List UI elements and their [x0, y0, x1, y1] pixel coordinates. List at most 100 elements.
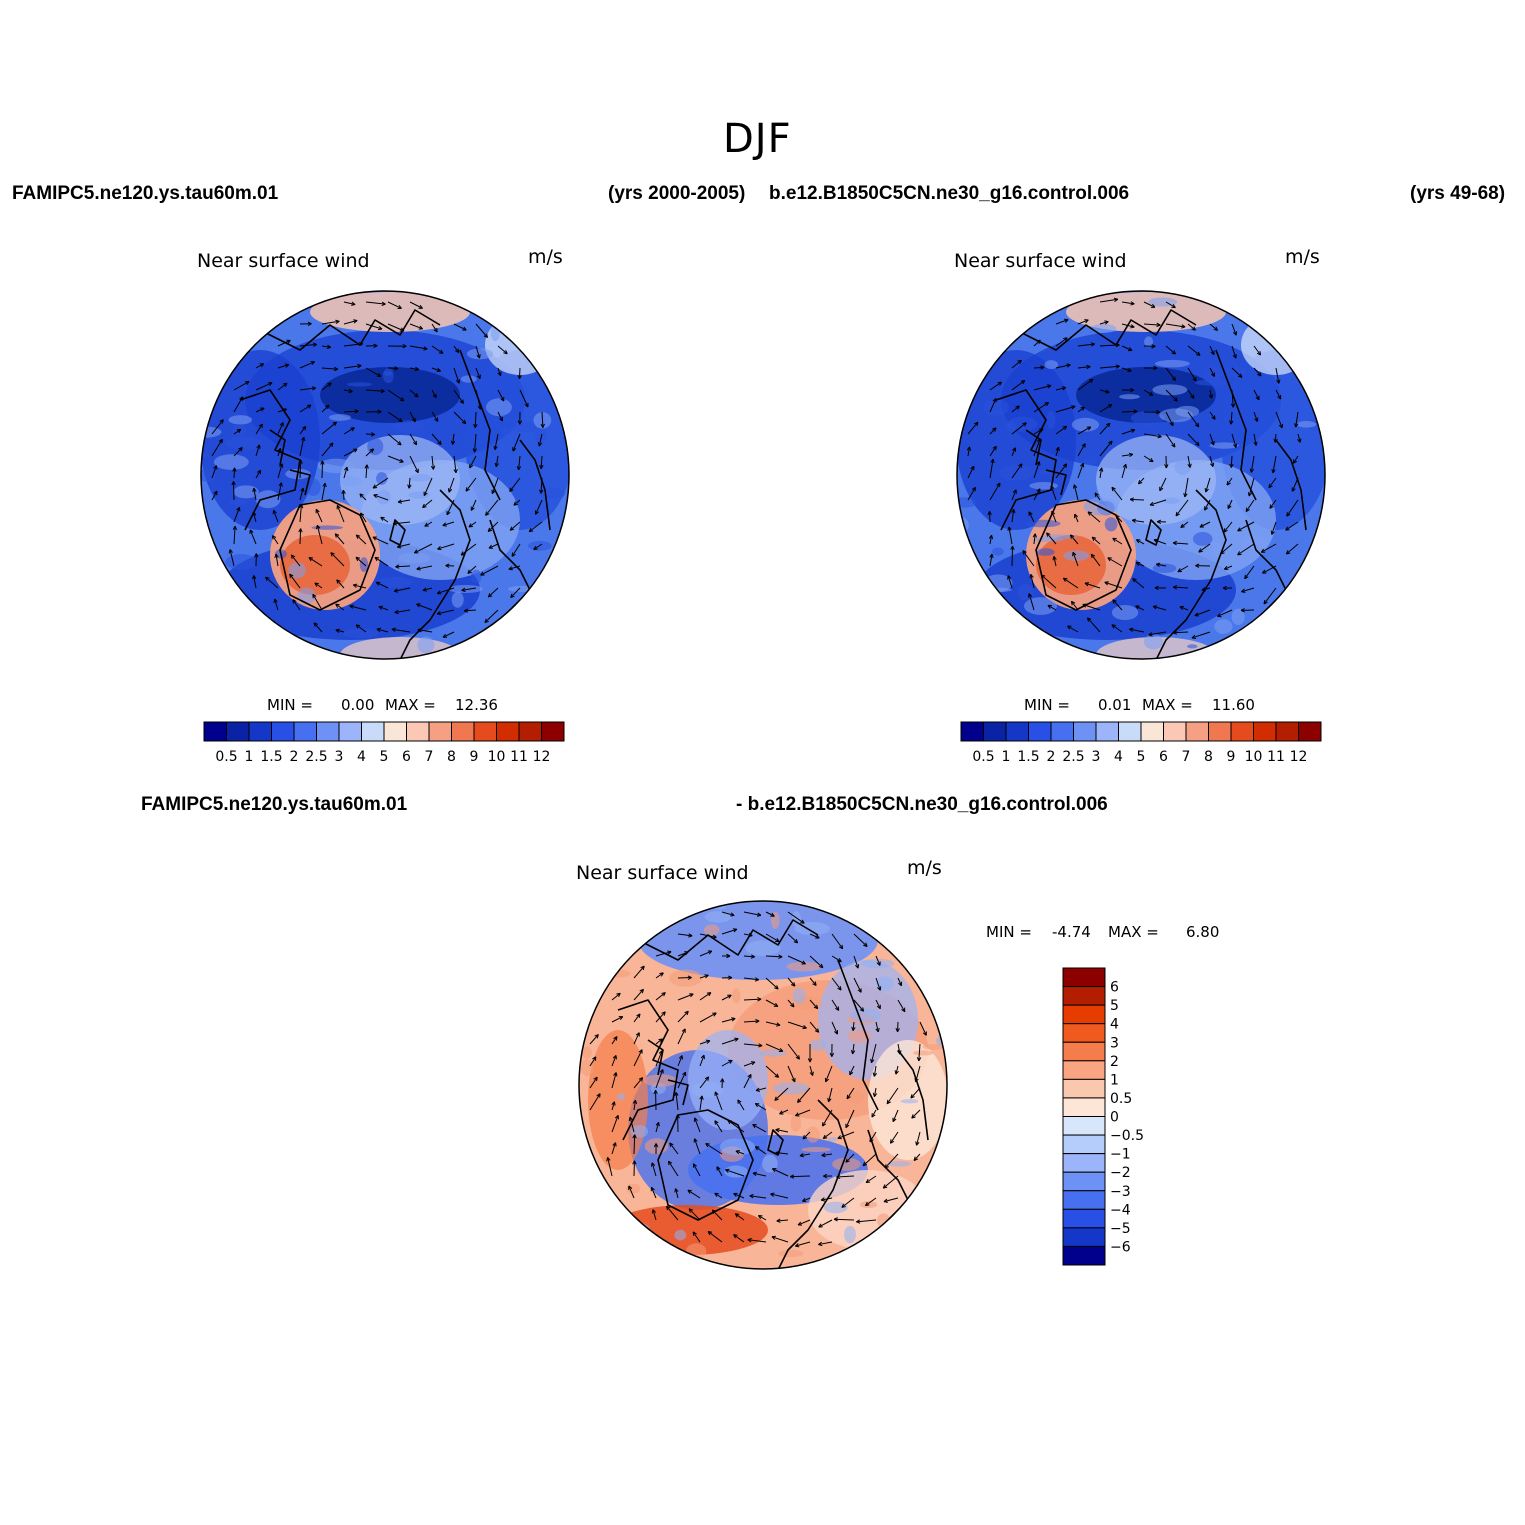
wind-vector — [321, 404, 330, 413]
coastline — [777, 1099, 849, 1269]
wind-vector — [330, 552, 345, 567]
wind-vector — [1143, 301, 1156, 308]
wind-vector — [365, 388, 385, 394]
wind-vector — [836, 1174, 855, 1179]
wind-vector — [1291, 477, 1299, 492]
field-shading — [311, 525, 344, 530]
wind-vector — [343, 363, 362, 369]
panel3-max-value: 6.80 — [1186, 923, 1220, 941]
coastline — [767, 1129, 784, 1156]
wind-vector — [797, 1219, 811, 1226]
wind-vector — [1271, 455, 1277, 474]
wind-vector — [776, 1218, 789, 1223]
wind-vector — [299, 342, 318, 347]
field-shading — [995, 331, 1017, 336]
panel3-colorbar-color-box — [1062, 1023, 1106, 1043]
wind-vector — [334, 533, 345, 545]
wind-vector — [989, 482, 1001, 501]
wind-vector — [775, 1128, 789, 1133]
panel2-max-value: 11.60 — [1212, 696, 1255, 714]
wind-vector — [467, 565, 477, 574]
wind-vector — [365, 301, 386, 306]
wind-vector — [299, 386, 316, 391]
wind-vector — [809, 1021, 820, 1033]
wind-vector — [721, 1037, 739, 1045]
wind-vector — [1112, 537, 1123, 545]
wind-vector — [807, 1043, 813, 1063]
wind-vector — [1011, 405, 1020, 413]
wind-vector — [1148, 631, 1167, 637]
field-shading — [487, 291, 502, 301]
panel3-colorbar-color-box — [1062, 1227, 1106, 1247]
wind-vector — [1240, 608, 1255, 613]
wind-vector — [831, 977, 842, 991]
wind-vector — [989, 398, 997, 413]
panel3-colorbar-color-box — [1062, 1245, 1106, 1266]
field-shading — [376, 489, 391, 505]
wind-vector — [743, 1061, 756, 1067]
field-shading — [485, 315, 555, 375]
wind-vector — [277, 482, 283, 501]
panel3-colorbar-color-box — [1062, 1190, 1106, 1210]
wind-vector — [409, 345, 428, 351]
panel2-colorbar-tick-label: 0.5 — [972, 749, 994, 765]
wind-vector — [650, 1186, 657, 1199]
field-shading — [990, 620, 1001, 638]
field-shading — [849, 1008, 882, 1023]
panel3-polar-map — [578, 900, 948, 1270]
wind-vector — [1033, 428, 1044, 435]
wind-vector — [632, 1160, 637, 1177]
wind-vector — [321, 442, 334, 457]
wind-vector — [1121, 345, 1133, 352]
panel3-colorbar-tick-label: 2 — [1110, 1054, 1119, 1070]
wind-vector — [1253, 367, 1262, 377]
wind-vector — [233, 506, 241, 523]
wind-vector — [897, 1043, 902, 1055]
wind-vector — [822, 1109, 833, 1127]
wind-vector — [1099, 342, 1120, 348]
wind-vector — [365, 323, 383, 331]
panel3-colorbar-color-box — [1062, 1153, 1106, 1173]
wind-vector — [1209, 455, 1215, 467]
wind-vector — [395, 564, 411, 569]
wind-vector — [818, 1219, 833, 1228]
panel2-colorbar-color-box — [1140, 721, 1164, 742]
wind-vector — [480, 565, 499, 576]
wind-vector — [355, 556, 367, 567]
coastline — [995, 389, 1057, 531]
panel1-colorbar-color-box — [271, 721, 295, 742]
wind-vector — [677, 1010, 689, 1023]
wind-vector — [460, 543, 477, 556]
field-shading — [982, 399, 1010, 416]
wind-vector — [378, 605, 389, 611]
field-shading — [213, 454, 249, 470]
case-label-right: b.e12.B1850C5CN.ne30_g16.control.006 — [769, 183, 1130, 204]
panel3-colorbar-color-box — [1062, 1116, 1106, 1136]
wind-vector — [1094, 492, 1101, 501]
wind-vector — [853, 955, 860, 969]
wind-vector — [252, 487, 257, 501]
wind-vector — [1104, 581, 1123, 589]
wind-vector — [809, 999, 819, 1010]
panel2-colorbar-tick-label: 2.5 — [1062, 749, 1084, 765]
wind-vector — [211, 438, 223, 457]
panel2-min-label: MIN = — [1024, 696, 1070, 714]
wind-vector — [446, 499, 455, 516]
wind-vector — [611, 1055, 617, 1067]
field-shading — [1174, 459, 1191, 475]
wind-vector — [232, 525, 238, 545]
wind-vector — [707, 1230, 723, 1243]
wind-vector — [299, 487, 305, 501]
wind-vector — [967, 486, 976, 501]
wind-vector — [436, 609, 455, 616]
wind-vector — [1165, 367, 1177, 381]
wind-vector — [1253, 411, 1259, 422]
field-shading — [790, 1114, 802, 1132]
field-shading — [376, 576, 412, 589]
field-shading — [466, 348, 494, 360]
wind-vector — [271, 535, 279, 545]
coastline — [459, 349, 501, 501]
wind-vector — [321, 421, 337, 435]
wind-vector — [1033, 384, 1052, 391]
wind-vector — [831, 955, 842, 963]
